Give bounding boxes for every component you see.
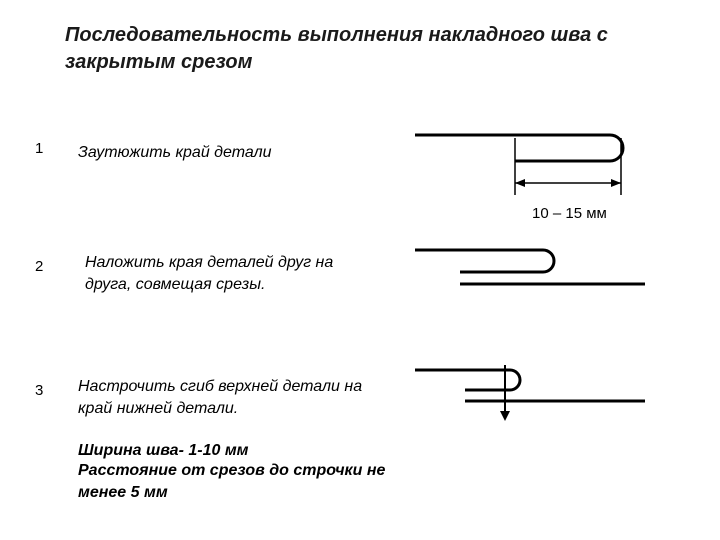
step-3-diagram [415, 365, 665, 435]
step-2-text: Наложить края деталей друг на друга, сов… [85, 252, 375, 295]
note-1: Ширина шва- 1-10 мм [78, 440, 408, 462]
step-2-number: 2 [35, 258, 43, 275]
step-3-number: 3 [35, 382, 43, 399]
step-1-text: Заутюжить край детали [78, 142, 368, 164]
step-2-diagram [415, 245, 665, 305]
step-1-diagram [415, 130, 645, 220]
note-2: Расстояние от срезов до строчки не менее… [78, 460, 408, 503]
page-title: Последовательность выполнения накладного… [65, 22, 615, 76]
step-1-number: 1 [35, 140, 43, 157]
step-3-text: Настрочить сгиб верхней детали на край н… [78, 376, 368, 419]
